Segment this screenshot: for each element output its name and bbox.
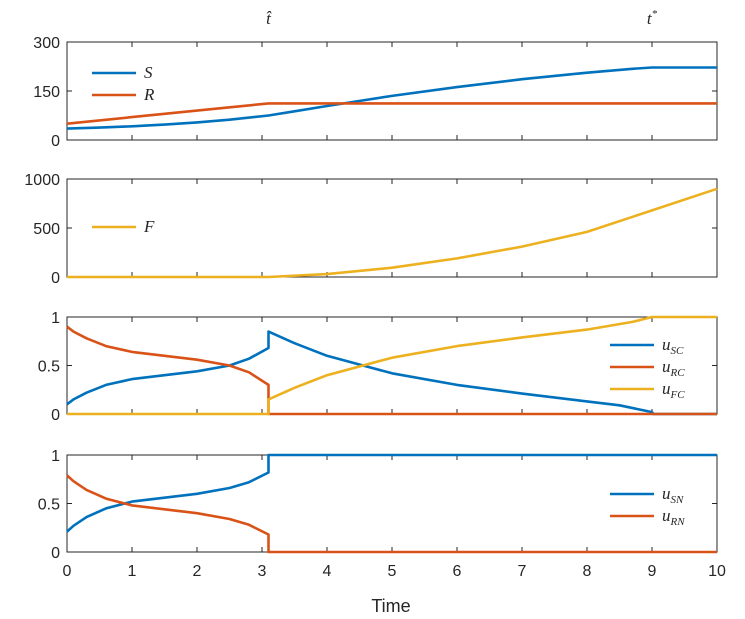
- x-tick-label: 1: [128, 563, 137, 580]
- legend-entry: F: [143, 217, 155, 236]
- axes-box: [66, 316, 718, 415]
- legend-entry: R: [143, 85, 155, 104]
- x-tick-label: 2: [193, 563, 202, 580]
- x-tick-label: 3: [258, 563, 267, 580]
- y-tick-label: 150: [33, 84, 60, 101]
- axes-box: [66, 178, 718, 278]
- marker-t-hat: t̂: [266, 9, 272, 28]
- marker-t-star: t*: [647, 8, 658, 28]
- legend-subscript: RC: [670, 367, 686, 379]
- panel-populations: 0 150 300 SR: [33, 35, 718, 150]
- legend-entry: uRC: [662, 357, 685, 379]
- legend-subscript: RN: [670, 516, 686, 528]
- marker-superscript: *: [652, 8, 658, 20]
- series-line-u-FC: [67, 315, 717, 416]
- x-tick-label: 9: [648, 563, 657, 580]
- series-line-u-RC: [66, 325, 717, 416]
- y-tick-label: 0: [51, 545, 60, 562]
- y-tick-label: 0: [51, 270, 60, 287]
- y-tick-label: 0.5: [38, 359, 60, 376]
- x-tick-label: 5: [388, 563, 397, 580]
- series-line-u-SN: [66, 453, 717, 533]
- series-line-u-RN: [66, 474, 717, 554]
- x-tick-labels: 0 1 2 3 4 5 6 7 8 9 10: [63, 563, 726, 580]
- panels: 0150300SR05001000F00.51uSCuRCuFC00.51uSN…: [24, 35, 726, 580]
- axes-box: [66, 454, 718, 553]
- y-tick-label: 1: [51, 448, 60, 465]
- y-tick-label: 1: [51, 310, 60, 327]
- y-tick-label: 0: [51, 407, 60, 424]
- legend: F: [92, 217, 155, 236]
- legend-entry: uSC: [662, 335, 684, 357]
- y-tick-label: 500: [33, 221, 60, 238]
- y-tick-label: 300: [33, 35, 60, 52]
- legend-subscript: FC: [670, 389, 686, 401]
- time-markers: t̂ t*: [266, 8, 657, 28]
- x-tick-label: 4: [323, 563, 332, 580]
- legend-entry: uSN: [662, 484, 684, 506]
- legend-entry: uFC: [662, 379, 685, 401]
- y-tick-label: 0.5: [38, 497, 60, 514]
- series-line-R: [66, 102, 717, 125]
- x-tick-label: 0: [63, 563, 72, 580]
- x-tick-label: 10: [708, 563, 726, 580]
- legend-subscript: SC: [671, 345, 685, 357]
- legend-subscript: SN: [671, 494, 685, 506]
- x-axis-label: Time: [371, 596, 410, 616]
- y-tick-label: 0: [51, 133, 60, 150]
- legend: SR: [92, 63, 155, 104]
- y-tick-label: 1000: [24, 172, 60, 189]
- x-tick-label: 7: [518, 563, 527, 580]
- legend-entry: uRN: [662, 506, 685, 528]
- series-line-F: [67, 187, 718, 279]
- panel-cumulative: 0 500 1000 F: [24, 172, 718, 287]
- legend-entry: S: [144, 63, 153, 82]
- series-line-S: [66, 66, 717, 130]
- x-tick-label: 8: [583, 563, 592, 580]
- series-line-u-SC: [66, 330, 717, 416]
- x-tick-label: 6: [453, 563, 462, 580]
